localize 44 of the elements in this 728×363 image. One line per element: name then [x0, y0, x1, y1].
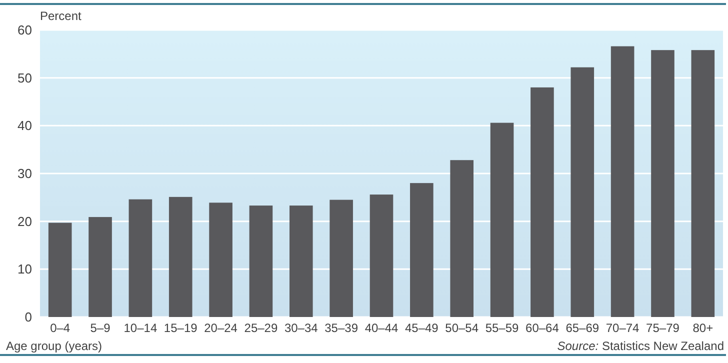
x-tick-label: 10–14	[124, 321, 158, 335]
x-tick-label: 55–59	[485, 321, 520, 335]
bar	[249, 206, 273, 317]
x-axis-title: Age group (years)	[6, 339, 102, 353]
y-tick-label: 20	[18, 214, 32, 229]
bar	[410, 183, 434, 317]
x-tick-label: 5–9	[90, 321, 111, 335]
x-tick-label: 80+	[692, 321, 714, 335]
source-note: Source: Statistics New Zealand	[557, 339, 724, 353]
x-tick-label: 60–64	[526, 321, 560, 335]
x-tick-label: 65–69	[566, 321, 600, 335]
bar	[330, 200, 353, 317]
x-tick-label: 20–24	[204, 321, 238, 335]
bar	[570, 67, 594, 317]
x-tick-label: 15–19	[164, 321, 198, 335]
y-tick-label: 30	[18, 166, 32, 182]
x-tick-label: 25–29	[244, 321, 278, 335]
y-tick-label: 40	[18, 118, 32, 134]
bar	[651, 50, 674, 317]
bar	[530, 87, 554, 317]
x-tick-label: 75–79	[646, 321, 680, 335]
x-tick-label: 50–54	[445, 321, 479, 335]
x-tick-label: 35–39	[324, 321, 358, 335]
x-tick-label: 30–34	[284, 321, 318, 335]
bar	[450, 160, 474, 317]
y-tick-label: 50	[18, 70, 32, 86]
y-tick-label: 10	[18, 262, 32, 277]
x-tick-label: 70–74	[606, 321, 640, 335]
x-tick-label: 45–49	[404, 321, 439, 335]
bar	[88, 217, 112, 317]
x-tick-label: 40–44	[364, 321, 399, 335]
bar	[370, 194, 394, 317]
y-tick-label: 0	[24, 310, 32, 325]
bar	[691, 50, 715, 317]
y-axis-title: Percent	[40, 9, 82, 23]
bar	[48, 222, 72, 317]
bar	[289, 206, 313, 317]
bar	[490, 122, 514, 317]
bar	[168, 196, 192, 317]
bar	[610, 46, 634, 317]
bar	[209, 202, 232, 317]
y-tick-label: 60	[18, 22, 32, 38]
bar	[128, 199, 152, 317]
x-tick-label: 0–4	[50, 321, 70, 335]
